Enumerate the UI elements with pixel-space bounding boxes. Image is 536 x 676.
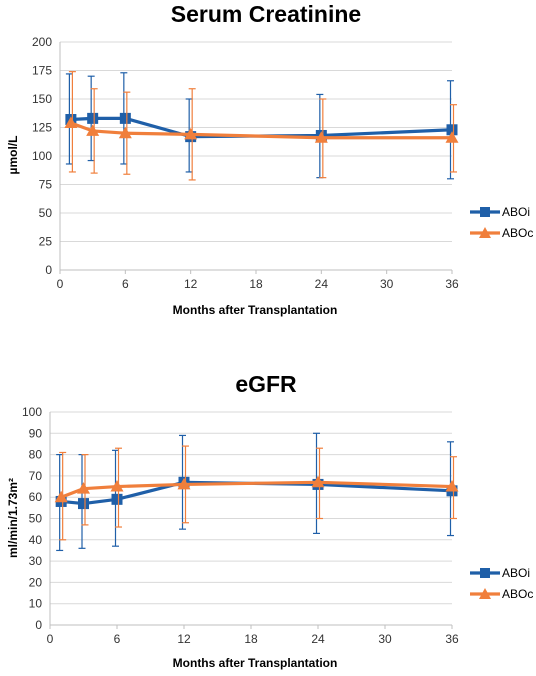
data-point [54, 490, 68, 503]
y-tick-label: 100 [22, 405, 42, 419]
x-tick-label: 0 [47, 632, 54, 646]
x-tick-label: 6 [122, 277, 129, 291]
data-point [78, 498, 89, 510]
chart-title: eGFR [235, 371, 297, 397]
y-tick-label: 30 [29, 554, 43, 568]
data-point [111, 493, 123, 505]
series-aboc [54, 445, 459, 541]
y-tick-label: 75 [39, 178, 53, 192]
x-tick-label: 6 [114, 632, 121, 646]
data-point [64, 116, 78, 128]
legend-item-aboc: ABOc [470, 226, 533, 240]
series-aboi [65, 72, 458, 180]
x-tick-label: 0 [57, 277, 64, 291]
y-tick-label: 40 [29, 533, 43, 547]
legend-item-aboi: ABOi [470, 205, 530, 219]
legend-label: ABOc [502, 226, 533, 240]
y-tick-label: 200 [32, 35, 52, 49]
y-tick-label: 0 [45, 263, 52, 277]
data-point [110, 480, 124, 492]
data-point [314, 131, 328, 143]
y-tick-label: 175 [32, 64, 52, 78]
series-aboc [64, 71, 459, 181]
data-point [446, 124, 458, 136]
x-tick-label: 36 [445, 277, 459, 291]
legend-label: ABOi [502, 566, 530, 580]
x-tick-label: 30 [380, 277, 394, 291]
legend: ABOi ABOc [470, 205, 533, 240]
data-point [87, 112, 99, 124]
y-tick-label: 0 [35, 618, 42, 632]
legend-label: ABOi [502, 205, 530, 219]
y-tick-label: 100 [32, 149, 52, 163]
x-tick-label: 12 [177, 632, 191, 646]
series-aboi [55, 432, 458, 552]
legend-label: ABOc [502, 587, 533, 601]
data-point [86, 124, 100, 136]
y-tick-label: 90 [29, 426, 43, 440]
y-tick-label: 80 [29, 448, 43, 462]
y-tick-label: 150 [32, 92, 52, 106]
data-point [311, 475, 325, 488]
legend-item-aboi: ABOi [470, 566, 530, 580]
data-point [184, 127, 198, 140]
legend: ABOi ABOc [470, 566, 533, 601]
data-point [445, 480, 459, 492]
data-point [445, 131, 459, 143]
data-point [119, 112, 131, 124]
data-point [118, 126, 132, 139]
x-tick-label: 24 [311, 632, 325, 646]
data-point [77, 482, 90, 494]
y-tick-label: 50 [29, 512, 43, 526]
x-tick-label: 18 [244, 632, 258, 646]
y-tick-label: 60 [29, 490, 43, 504]
y-tick-label: 70 [29, 469, 43, 483]
y-tick-label: 50 [39, 206, 53, 220]
y-tick-label: 20 [29, 575, 43, 589]
y-tick-label: 25 [39, 235, 53, 249]
x-tick-label: 36 [445, 632, 459, 646]
x-tick-label: 24 [315, 277, 329, 291]
legend-item-aboc: ABOc [470, 587, 533, 601]
x-tick-label: 30 [378, 632, 392, 646]
x-axis-label: Months after Transplantation [173, 303, 338, 317]
y-axis-label: µmol/L [6, 136, 20, 175]
x-axis-label: Months after Transplantation [173, 656, 338, 670]
x-tick-label: 12 [184, 277, 198, 291]
series-line [70, 121, 452, 140]
serum-creatinine-chart: Serum Creatinine 0 25 50 75 100 125 150 175 200 0… [6, 1, 533, 317]
chart-title: Serum Creatinine [171, 1, 361, 27]
y-tick-label: 125 [32, 121, 52, 135]
x-tick-label: 18 [249, 277, 263, 291]
data-point [177, 477, 191, 490]
y-tick-label: 10 [29, 597, 43, 611]
y-axis-label: ml/min/1.73m² [6, 478, 20, 558]
